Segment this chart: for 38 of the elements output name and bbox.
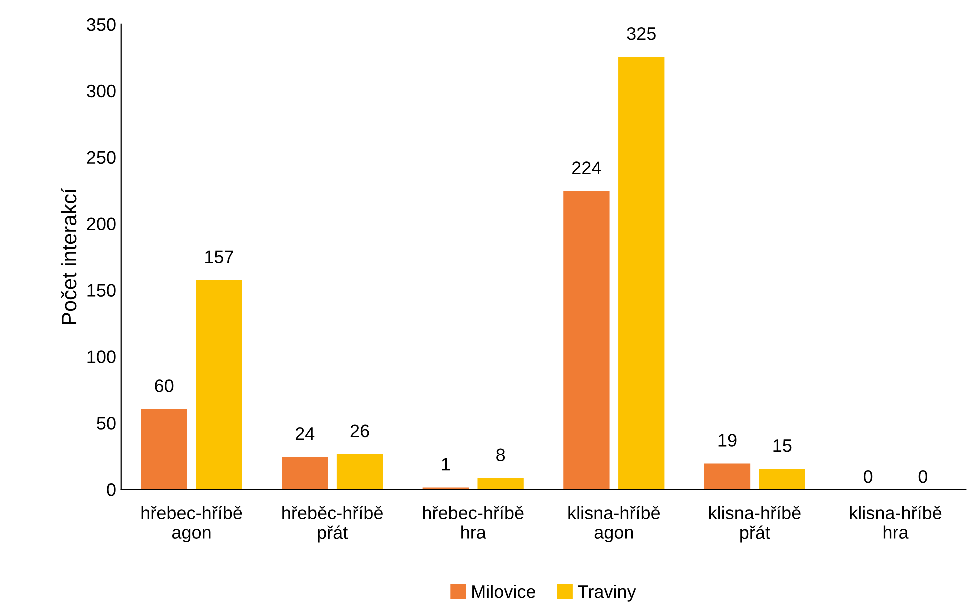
y-tick-label: 250 <box>87 151 116 164</box>
bar <box>282 457 328 490</box>
legend-label: Traviny <box>578 585 636 602</box>
y-tick-label: 50 <box>97 417 116 430</box>
legend-label: Milovice <box>472 585 536 598</box>
data-label: 0 <box>918 470 928 484</box>
x-tick-label: klisna-hříbě agon <box>568 506 660 543</box>
y-tick-label: 100 <box>88 350 116 364</box>
data-label: 15 <box>774 440 792 452</box>
data-label: 60 <box>155 380 174 392</box>
data-label: 26 <box>350 424 370 438</box>
bar <box>196 280 242 490</box>
y-tick-label: 300 <box>87 84 116 98</box>
data-label: 24 <box>296 427 315 440</box>
data-label: 1 <box>442 458 450 471</box>
y-tick-label: 200 <box>87 218 116 231</box>
data-label: 8 <box>496 448 506 462</box>
bar <box>478 478 524 490</box>
bar <box>141 409 188 490</box>
data-label: 325 <box>627 27 656 40</box>
y-tick-label: 350 <box>87 18 116 32</box>
data-label: 0 <box>864 470 873 484</box>
data-label: 224 <box>572 162 602 174</box>
bar <box>564 191 610 490</box>
x-tick-label: klisna-hříbě hra <box>850 506 942 539</box>
x-tick-label: klisna-hříbě přát <box>710 506 801 543</box>
bar <box>336 454 384 490</box>
x-tick-label: hřebec-hříbě agon <box>142 506 242 543</box>
y-tick-label: 150 <box>88 284 116 297</box>
data-label: 157 <box>206 250 234 264</box>
y-axis-title: Počet interakcí <box>61 188 77 324</box>
bar <box>704 464 751 490</box>
x-tick-label: hřebec-hříbě hra <box>423 506 524 539</box>
y-tick-label: 0 <box>107 484 116 496</box>
data-label: 19 <box>718 434 737 447</box>
x-tick-label: hřeběc-hříbě přát <box>282 506 383 543</box>
bar <box>618 57 665 490</box>
bar <box>759 469 806 490</box>
